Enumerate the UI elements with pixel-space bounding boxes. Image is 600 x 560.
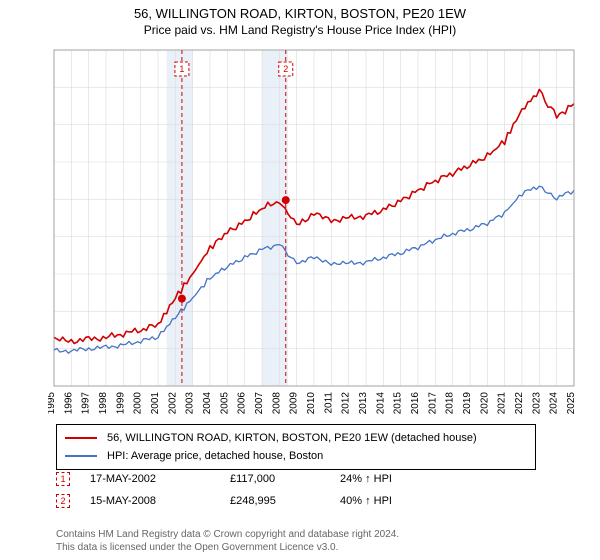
svg-text:1999: 1999 [115,392,126,414]
svg-text:2025: 2025 [566,392,577,414]
legend-row: 56, WILLINGTON ROAD, KIRTON, BOSTON, PE2… [65,429,527,447]
svg-text:2019: 2019 [462,392,473,414]
marker-delta: 40% ↑ HPI [340,495,450,507]
legend-label: 56, WILLINGTON ROAD, KIRTON, BOSTON, PE2… [107,432,477,444]
svg-text:2002: 2002 [167,392,178,414]
marker-number-box: 2 [56,494,70,508]
legend-swatch [65,455,97,457]
svg-text:2014: 2014 [375,392,386,414]
chart-subtitle: Price paid vs. HM Land Registry's House … [0,23,600,37]
svg-text:2011: 2011 [323,392,334,414]
marker-price: £248,995 [230,495,340,507]
marker-row: 1 17-MAY-2002 £117,000 24% ↑ HPI [56,468,450,490]
chart-title-block: 56, WILLINGTON ROAD, KIRTON, BOSTON, PE2… [0,0,600,37]
svg-text:2000: 2000 [133,392,144,414]
svg-text:2005: 2005 [219,392,230,414]
svg-text:2003: 2003 [185,392,196,414]
svg-text:2006: 2006 [237,392,248,414]
svg-text:1996: 1996 [63,392,74,414]
svg-text:2018: 2018 [445,392,456,414]
marker-row: 2 15-MAY-2008 £248,995 40% ↑ HPI [56,490,450,512]
svg-text:2: 2 [283,64,288,74]
svg-text:2007: 2007 [254,392,265,414]
chart-title-address: 56, WILLINGTON ROAD, KIRTON, BOSTON, PE2… [0,6,600,21]
marker-date: 17-MAY-2002 [90,473,230,485]
footer-attribution: Contains HM Land Registry data © Crown c… [56,528,399,554]
svg-text:2017: 2017 [427,392,438,414]
marker-date: 15-MAY-2008 [90,495,230,507]
chart-area: £0£50K£100K£150K£200K£250K£300K£350K£400… [48,46,578,414]
legend: 56, WILLINGTON ROAD, KIRTON, BOSTON, PE2… [56,424,536,470]
svg-text:1997: 1997 [81,392,92,414]
legend-label: HPI: Average price, detached house, Bost… [107,450,323,462]
svg-text:2016: 2016 [410,392,421,414]
marker-price: £117,000 [230,473,340,485]
legend-row: HPI: Average price, detached house, Bost… [65,447,527,465]
svg-text:2022: 2022 [514,392,525,414]
svg-text:2012: 2012 [341,392,352,414]
svg-text:2020: 2020 [479,392,490,414]
svg-text:2008: 2008 [271,392,282,414]
marker-delta: 24% ↑ HPI [340,473,450,485]
svg-text:2009: 2009 [289,392,300,414]
svg-text:1995: 1995 [48,392,57,414]
marker-number-box: 1 [56,472,70,486]
footer-line2: This data is licensed under the Open Gov… [56,541,399,554]
chart-svg: £0£50K£100K£150K£200K£250K£300K£350K£400… [48,46,578,414]
svg-text:2024: 2024 [549,392,560,414]
svg-text:1: 1 [179,64,184,74]
marker-table: 1 17-MAY-2002 £117,000 24% ↑ HPI 2 15-MA… [56,468,450,512]
legend-swatch [65,437,97,439]
svg-text:2004: 2004 [202,392,213,414]
svg-text:2010: 2010 [306,392,317,414]
svg-text:2023: 2023 [531,392,542,414]
svg-text:1998: 1998 [98,392,109,414]
svg-text:2021: 2021 [497,392,508,414]
footer-line1: Contains HM Land Registry data © Crown c… [56,528,399,541]
svg-text:2015: 2015 [393,392,404,414]
svg-text:2013: 2013 [358,392,369,414]
svg-text:2001: 2001 [150,392,161,414]
